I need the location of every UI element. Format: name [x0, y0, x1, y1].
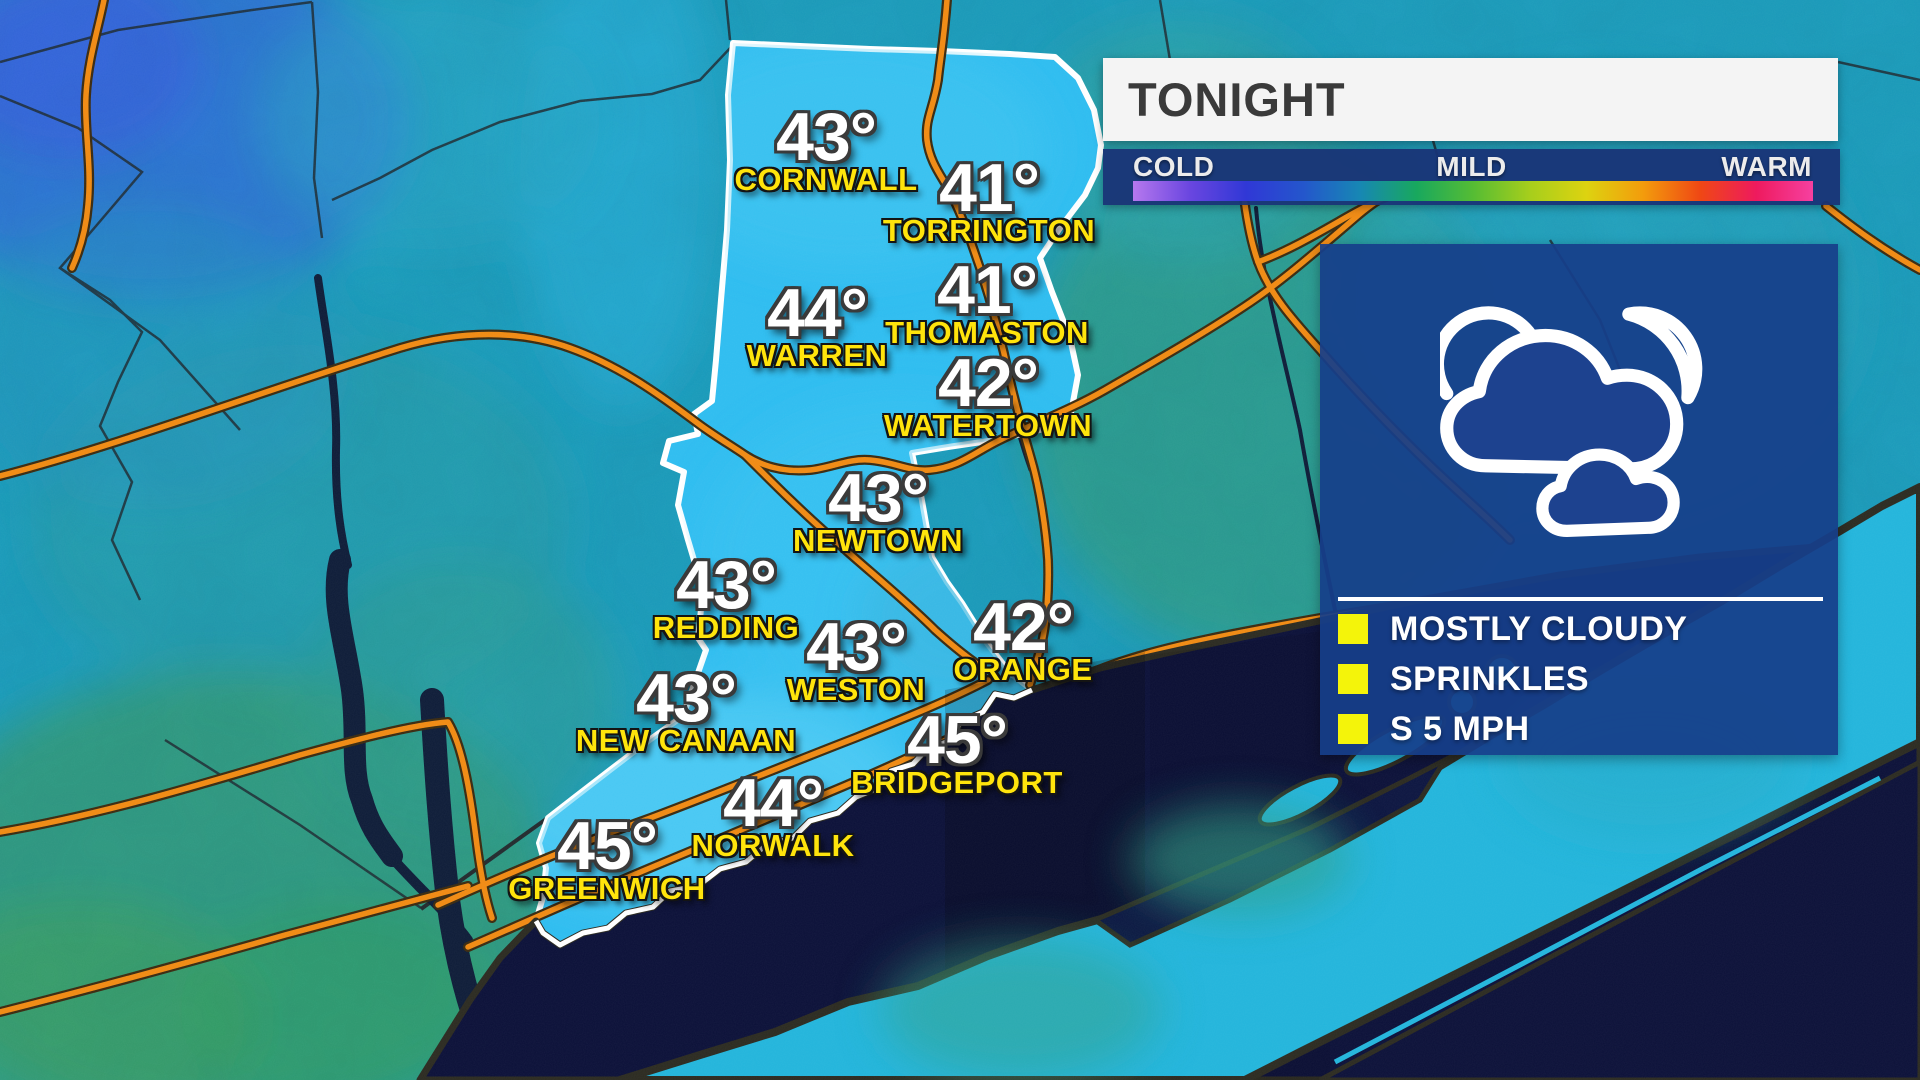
temperature-scale-bar: COLD MILD WARM	[1103, 149, 1840, 205]
condition-text: SPRINKLES	[1390, 659, 1590, 698]
header-banner: TONIGHT	[1103, 58, 1838, 141]
bullet-square-icon	[1338, 714, 1368, 744]
temperature-gradient	[1133, 181, 1813, 201]
condition-row: SPRINKLES	[1338, 659, 1828, 698]
scale-label-warm: WARM	[1721, 151, 1812, 182]
mostly-cloudy-night-icon	[1430, 306, 1716, 538]
condition-text: S 5 MPH	[1390, 709, 1530, 748]
page-title: TONIGHT	[1128, 73, 1346, 126]
condition-row: S 5 MPH	[1338, 709, 1828, 748]
bullet-square-icon	[1338, 664, 1368, 694]
condition-text: MOSTLY CLOUDY	[1390, 609, 1688, 648]
scale-label-mild: MILD	[1436, 151, 1507, 182]
condition-row: MOSTLY CLOUDY	[1338, 609, 1828, 648]
conditions-list: MOSTLY CLOUDY SPRINKLES S 5 MPH	[1338, 609, 1828, 748]
scale-label-cold: COLD	[1133, 151, 1215, 182]
panel-divider	[1338, 597, 1823, 601]
bullet-square-icon	[1338, 614, 1368, 644]
forecast-panel: MOSTLY CLOUDY SPRINKLES S 5 MPH	[1320, 244, 1838, 755]
